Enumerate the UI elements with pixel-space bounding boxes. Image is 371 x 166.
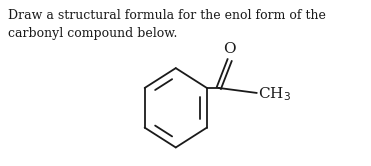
Text: Draw a structural formula for the enol form of the
carbonyl compound below.: Draw a structural formula for the enol f… (8, 9, 326, 40)
Text: CH$_3$: CH$_3$ (258, 85, 291, 103)
Text: O: O (223, 42, 236, 56)
